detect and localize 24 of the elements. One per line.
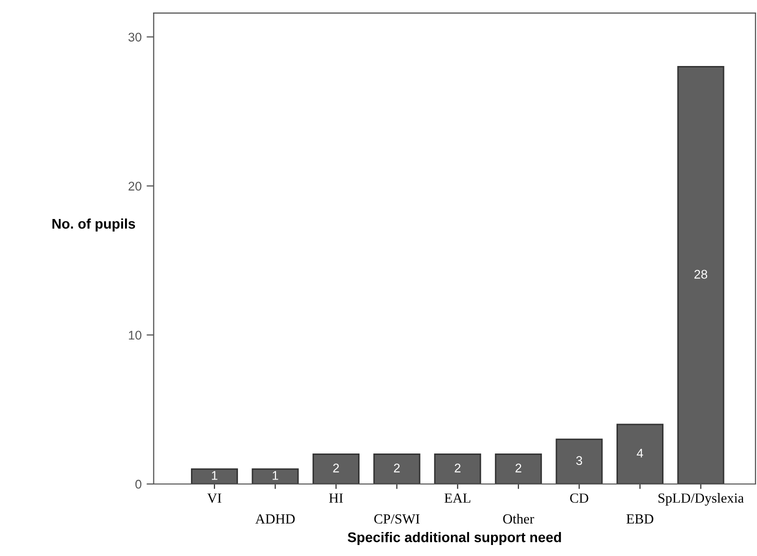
data-label: 3 (576, 456, 582, 465)
data-label: 2 (333, 464, 339, 472)
y-tick-label: 20 (128, 182, 142, 191)
x-tick-label: CP/SWI (374, 514, 420, 524)
y-tick-label: 30 (128, 32, 142, 42)
data-label: 1 (272, 471, 278, 480)
data-label: 1 (212, 471, 218, 480)
x-tick-label: SpLD/Dyslexia (658, 493, 744, 506)
x-tick-label: EBD (626, 514, 654, 524)
y-axis-title: No. of pupils (52, 218, 136, 232)
data-label: 2 (454, 464, 460, 472)
x-tick-label: VI (207, 494, 222, 503)
x-tick-label: ADHD (255, 514, 295, 524)
x-tick-label: EAL (444, 493, 470, 503)
x-axis-title: Specific additional support need (348, 532, 561, 545)
data-label: 4 (636, 448, 644, 458)
x-tick-label: CD (570, 493, 588, 503)
data-label: 28 (694, 270, 708, 279)
x-tick-label: HI (329, 494, 343, 503)
data-label: 2 (394, 464, 400, 472)
data-label: 2 (516, 464, 522, 472)
y-tick-label: 0 (135, 480, 142, 489)
y-tick-label: 10 (128, 330, 142, 340)
x-tick-label: Other (503, 514, 534, 524)
